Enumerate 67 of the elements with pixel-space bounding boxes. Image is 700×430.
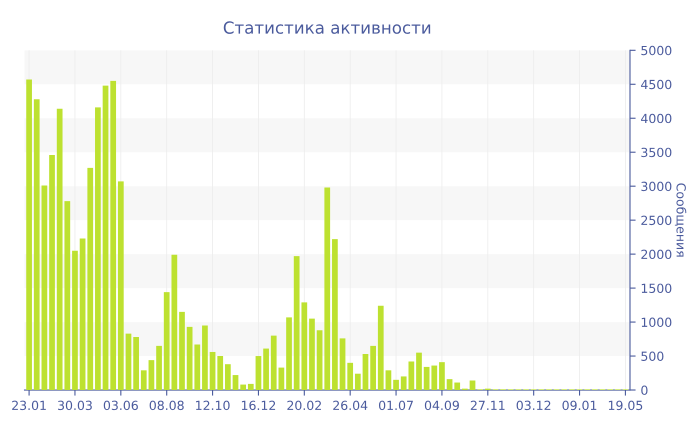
bar [133, 337, 139, 390]
y-tick-label: 500 [641, 352, 664, 361]
y-tick-label: 2500 [641, 216, 672, 226]
bar [408, 361, 414, 390]
y-tick-label: 2000 [641, 250, 672, 260]
bar [186, 326, 193, 390]
bar [26, 80, 32, 390]
bar [400, 376, 407, 390]
bar [431, 366, 438, 390]
bar [270, 336, 277, 390]
x-tick-label: 12.10 [196, 400, 230, 410]
bar [248, 384, 254, 390]
x-tick-label: 03.12 [516, 400, 550, 410]
x-tick-label: 03.06 [104, 400, 138, 410]
y-tick-label: 3500 [641, 148, 672, 158]
x-tick-label: 26.04 [333, 400, 368, 410]
chart-title: Статистика активности [224, 21, 430, 34]
y-tick-label: 3000 [641, 182, 672, 192]
bar [354, 374, 361, 390]
x-tick-label: 23.01 [12, 400, 46, 410]
bar [171, 254, 178, 390]
bar [64, 201, 70, 390]
bar [286, 317, 292, 390]
y-axis-title: Сообщения [674, 183, 686, 257]
bar [240, 384, 246, 390]
y-tick-label: 4000 [641, 114, 672, 124]
y-tick-label: 5000 [641, 46, 672, 56]
x-tick-label: 01.07 [378, 400, 413, 410]
y-tick-label: 1000 [642, 318, 672, 327]
bar [294, 256, 300, 390]
x-tick-label: 08.08 [150, 400, 184, 410]
bar [378, 306, 384, 390]
x-tick-label: 19.05 [608, 400, 642, 410]
y-tick-label: 0 [641, 385, 648, 395]
bar [110, 80, 116, 390]
x-tick-label: 30.03 [58, 400, 92, 410]
x-tick-label: 20.02 [287, 400, 321, 410]
bar [370, 346, 376, 390]
bar [301, 302, 308, 390]
bar [126, 334, 132, 390]
bar [217, 356, 224, 390]
y-tick-label: 4500 [641, 80, 672, 90]
y-tick-label: 1500 [642, 284, 672, 294]
bar [194, 344, 200, 390]
bar [164, 292, 170, 390]
bar [278, 368, 284, 390]
bar [324, 188, 330, 390]
bar [347, 362, 354, 390]
bar [118, 181, 124, 390]
bar [42, 186, 48, 390]
bar [362, 354, 368, 390]
bar [179, 312, 185, 390]
x-tick-label: 09.01 [562, 400, 596, 410]
bar [470, 380, 476, 390]
bar [87, 168, 94, 390]
x-tick-label: 16.12 [242, 400, 276, 410]
bar [224, 364, 231, 390]
x-tick-label: 27.11 [470, 400, 505, 410]
bar [56, 108, 63, 390]
bar [416, 352, 422, 390]
bar [49, 154, 55, 390]
x-tick-label: 04.09 [424, 400, 459, 410]
bar [454, 382, 460, 390]
bar [140, 370, 147, 390]
bar [424, 366, 430, 390]
bar [232, 375, 238, 390]
bar [34, 99, 40, 390]
